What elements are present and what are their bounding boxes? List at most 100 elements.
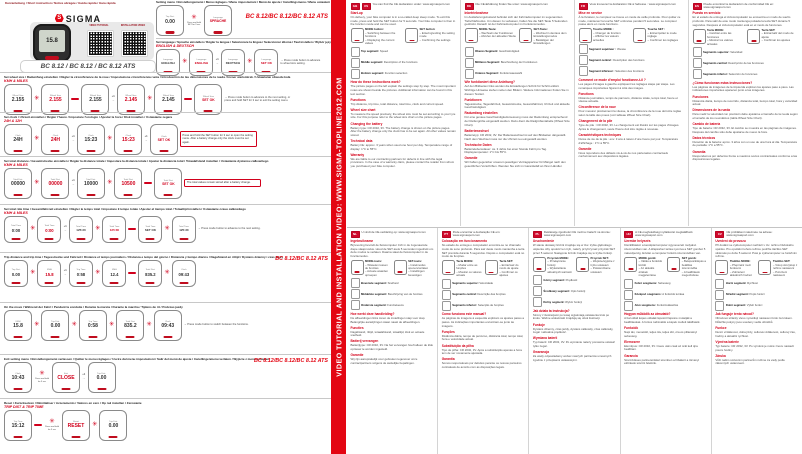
lcd-display: Total Dist. 00000	[4, 167, 32, 199]
segment-text: Oberes Segment: Geschwindigkeit	[475, 49, 520, 54]
mini-display-icon	[484, 260, 498, 276]
segment-display-icon	[715, 289, 725, 300]
button-functions-block: MODE-Taste: – Wechseln der Funktionen – Ab…	[464, 28, 571, 45]
display-mode-button	[179, 237, 189, 240]
button-functions-block: MODE button: – Switching between the func…	[350, 27, 457, 46]
segment-display-icon	[441, 289, 451, 300]
segment-row: Střední segment: Popis funkcí	[715, 289, 798, 300]
lcd-display: Clock SET OK	[149, 123, 178, 155]
language-columns-bottom: NL U vindt de CE-verklaring op: www.sigma…	[347, 227, 802, 454]
ce-declaration-text: You can find the CE declaration under: w…	[372, 2, 451, 6]
display-value: 0.00	[11, 271, 21, 277]
display-mode-button	[228, 70, 238, 73]
hold-bar-icon	[144, 181, 153, 185]
press-button-icon: ✳	[146, 94, 153, 103]
lcd-display: Trip Dist. 0.00	[4, 259, 28, 287]
display-mode-button	[145, 237, 155, 240]
display-top-label: KMH	[47, 269, 52, 272]
row-header: On the move / Während der Fahrt / Pendan…	[4, 304, 183, 309]
display-mode-button	[13, 335, 23, 338]
display-top-label: Wheel Size	[202, 95, 214, 98]
row-displays: Trip Time 15:12 ✳ Press and hold for 3 sec R…	[4, 409, 328, 441]
mini-display-button	[671, 268, 677, 270]
segment-row: Horní segment: Rychlost	[715, 278, 798, 289]
segment-row: Bovenste segment: Snelheid	[350, 278, 434, 289]
display-mode-button	[13, 149, 23, 152]
display-mode-button	[71, 435, 81, 438]
display-value: 125:30	[109, 228, 120, 233]
section-heading: Comment ce mode d'emploi fonctionne-t-il…	[578, 77, 646, 82]
lcd-display: Language ENGLISH	[156, 48, 180, 76]
display-value: 0.00	[50, 323, 61, 330]
button-description: MODE button: – Switching between the func…	[365, 27, 396, 46]
segment-row: Segment supérieur : Vitesse	[578, 44, 685, 55]
section-heading: Gwarancja	[532, 350, 550, 355]
segment-text: Middle segment: Description of the funct…	[361, 60, 418, 65]
section-body: Las páginas de imágenes de la izquierda …	[692, 84, 794, 93]
sigma-hexagon-icon: S	[54, 14, 64, 23]
section-body: Batterielebensdauer: ca. 3 Jahre bei ein…	[464, 146, 547, 155]
plus-one-label: +1	[71, 134, 75, 138]
mini-display-button	[719, 271, 725, 274]
button-description: MODE gomb: – Váltás a funkciók között – Az…	[638, 255, 663, 278]
video-url-text: VIDEO TUTORIAL AND INSTALLATION VIDEO: W…	[334, 77, 343, 377]
red-bar-glyph	[71, 97, 80, 101]
segment-row: Górny segment: Prędkość	[532, 275, 616, 286]
brand-name: SIGMA	[65, 13, 102, 24]
bike-computer-photo: 15.8	[33, 24, 71, 62]
button-half-mode: Tlačítko MODE: – Přepínání mezi funkcemi –…	[715, 260, 755, 277]
section-heading: Jak funguje tento návod?	[715, 312, 754, 317]
display-mode-button	[11, 237, 21, 240]
display-value: SET OK	[202, 97, 215, 102]
section-heading: Batteriewechsel	[464, 128, 489, 133]
mini-display-button	[580, 268, 586, 270]
segment-text: Horní segment: Rychlost	[725, 281, 758, 286]
section-body: To measure the speed precisely, the whee…	[350, 111, 456, 120]
mini-display-button	[445, 271, 451, 274]
section-body: As páginas de imagens à esquerda explica…	[441, 316, 524, 328]
plus-arrow-icon: +1 →	[71, 179, 75, 187]
display-top-label: Language	[228, 58, 238, 61]
section-body: Battery life: approx. 3 years when used …	[350, 143, 453, 151]
segment-display-icon	[441, 278, 451, 289]
display-top-label: Clock	[52, 134, 59, 137]
section-body: Denní vzdálenost, doba jízdy, celková vz…	[715, 330, 796, 338]
section-body: Pour mesurer précisément la vitesse, la …	[578, 109, 682, 118]
mini-display-icon	[624, 256, 638, 272]
red-bar-glyph	[184, 97, 193, 101]
section-body: Nous répondons des défauts vis-à-vis de …	[578, 150, 669, 159]
lcd-display: Exit CLOSE	[52, 361, 80, 393]
display-value: 15:12	[11, 423, 25, 430]
finger-press-glyph: ✳	[146, 94, 153, 102]
plus-arrow-icon: +1 →	[215, 58, 219, 66]
section-heading: Uruchomienie	[532, 239, 555, 244]
column-header: DE Die CE-Erklärung finden Sie unter: www…	[464, 2, 571, 10]
display-top-label: Total Dist.	[163, 179, 174, 182]
display-value: CLOSE	[57, 375, 75, 382]
button-half-mode: MODE button: – Switching between the func…	[350, 27, 403, 46]
mini-display-button	[536, 268, 542, 270]
section-body: À la livraison, le compteur se trouve en…	[578, 15, 681, 27]
ce-declaration-text: Deklarację zgodności CE można znaleźć na…	[543, 230, 611, 238]
mini-display-button	[582, 39, 588, 42]
setting-menu-row: Setting menu / Einstellungsmenü / Menu r…	[156, 0, 331, 36]
button-description: Tecla MODE: – Cambiar entre las funciones…	[707, 27, 733, 46]
display-top-label: Trip Time	[88, 320, 98, 323]
display-value: SPRACHE	[209, 19, 227, 24]
button-description: Touche MODE : – Changer de fonction – Affi…	[593, 27, 621, 42]
segment-display-icon	[624, 289, 634, 300]
connector-caption: Press and hold for 3 sec	[45, 426, 59, 431]
plus-arrow-icon: +1 →	[111, 95, 115, 103]
display-top-label: Clock	[181, 269, 187, 272]
display-mode-button	[163, 109, 173, 112]
row-header: Exit setting menu / Einstellungsmenü ver…	[4, 356, 270, 361]
model-label: BC 8.12/BC 8.12/BC 8.12 ATS	[254, 358, 328, 364]
segment-row: Segmento superior: Velocidade	[441, 278, 525, 289]
row-header: Set clock / Uhrzeit einstellen / Régler …	[4, 114, 173, 119]
press-button-icon: ✳	[95, 225, 100, 233]
section-heading: Funkcje	[532, 322, 545, 327]
mini-display-button	[628, 268, 634, 270]
flag-icon-es: ES	[692, 3, 702, 10]
mini-display-icon	[692, 28, 706, 44]
red-bar-glyph	[128, 227, 137, 231]
